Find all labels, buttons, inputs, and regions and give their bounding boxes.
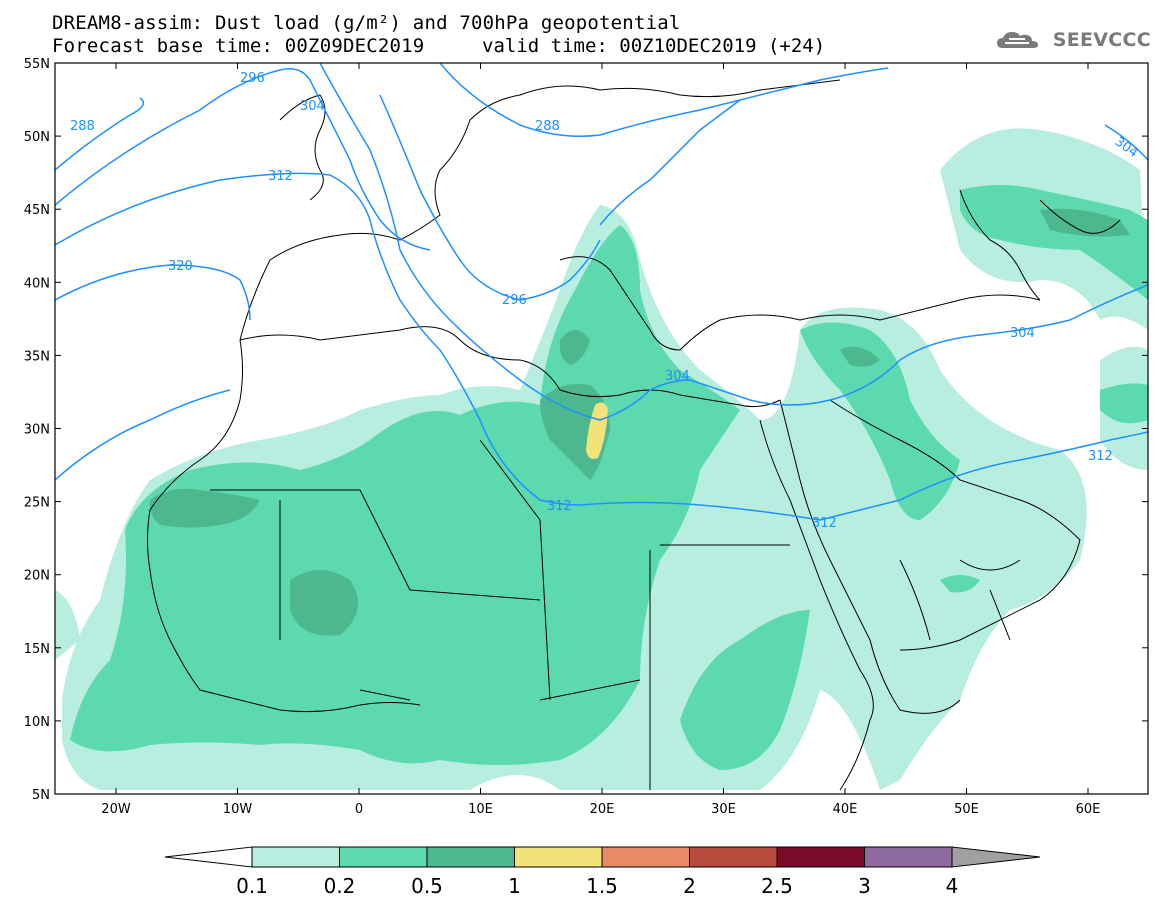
contour-west-312	[55, 389, 231, 481]
british-isles	[279, 94, 326, 201]
contour-label: 296	[502, 293, 527, 308]
contour-312	[55, 172, 901, 521]
mediterranean-east	[559, 256, 1041, 351]
africa-west-coast	[147, 339, 421, 713]
valid-time: valid time: 00Z10DEC2019 (+24)	[482, 35, 826, 57]
contour-label: 304	[1010, 326, 1035, 341]
contour-312-east	[899, 431, 1148, 501]
caspian-west	[959, 189, 1041, 301]
contour-288-north	[439, 63, 889, 137]
latitude-axis: 55N 50N 45N 40N 35N 30N 25N 20N 15N 10N 5N	[24, 57, 1148, 803]
contour-label: 312	[547, 499, 572, 514]
contour-296-central	[379, 94, 601, 301]
lon-label: 0	[355, 802, 363, 817]
east-africa-coast	[759, 419, 874, 791]
geopotential-contours	[55, 63, 1148, 521]
lon-label: 20W	[101, 802, 131, 817]
dust-level-0-5	[149, 208, 1130, 636]
europe-coast	[239, 79, 841, 341]
lon-label: 10W	[223, 802, 253, 817]
lon-label: 30E	[711, 802, 736, 817]
lat-label: 25N	[24, 496, 50, 511]
coastlines	[147, 79, 1121, 791]
lat-label: 10N	[24, 715, 50, 730]
logo-text: SEEVCCC	[1052, 29, 1151, 51]
contour-label: 320	[168, 259, 193, 274]
country-borders	[210, 439, 790, 790]
lat-label: 40N	[24, 276, 50, 291]
lon-label: 40E	[833, 802, 858, 817]
lat-label: 5N	[32, 788, 50, 803]
longitude-axis: 20W 10W 0 10E 20E 30E 40E 50E 60E	[101, 63, 1100, 817]
contour-label: 312	[1088, 449, 1113, 464]
contour-label: 288	[70, 119, 95, 134]
lon-label: 10E	[468, 802, 493, 817]
contour-label: 304	[665, 369, 690, 384]
contour-label: 312	[268, 169, 293, 184]
contour-label: 304	[300, 99, 325, 114]
lat-label: 55N	[24, 57, 50, 72]
lon-label: 60E	[1076, 802, 1101, 817]
contour-304-ne	[1104, 124, 1148, 161]
aral-area	[1039, 199, 1121, 234]
contour-320	[55, 264, 251, 321]
lon-label: 20E	[590, 802, 615, 817]
base-time: Forecast base time: 00Z09DEC2019	[52, 35, 425, 57]
lat-label: 20N	[24, 569, 50, 584]
contour-296	[55, 68, 431, 251]
lat-label: 45N	[24, 203, 50, 218]
lat-label: 15N	[24, 642, 50, 657]
contour-304-east	[599, 99, 741, 226]
seevccc-logo: SEEVCCC	[995, 28, 1151, 52]
contour-304	[319, 63, 1148, 421]
lat-label: 35N	[24, 349, 50, 364]
contour-288-west	[55, 97, 145, 171]
lon-label: 50E	[954, 802, 979, 817]
map-title: DREAM8-assim: Dust load (g/m²) and 700hP…	[52, 12, 681, 34]
red-sea-coast	[779, 399, 961, 714]
cloud-icon	[996, 32, 1038, 48]
contour-label: 288	[535, 119, 560, 134]
lat-label: 50N	[24, 130, 50, 145]
contour-label: 312	[812, 516, 837, 531]
contour-label: 296	[240, 71, 265, 86]
lat-label: 30N	[24, 423, 50, 438]
dust-level-1	[586, 402, 608, 459]
dust-load-fields	[55, 128, 1148, 790]
arabia-borders	[899, 559, 1021, 641]
north-africa-coast	[239, 326, 781, 408]
arabia-coast	[829, 399, 1081, 651]
